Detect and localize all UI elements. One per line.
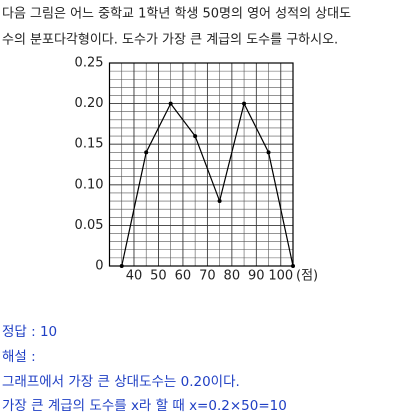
x-tick-label: 40 [126, 269, 143, 284]
data-point [266, 150, 271, 155]
y-tick-label: 0.15 [75, 137, 104, 152]
plot-frame [108, 62, 294, 267]
y-tick-label: 0 [95, 259, 103, 274]
x-tick-label: 80 [224, 269, 241, 284]
x-tick-label: 100 [268, 269, 293, 284]
answer-result: 정답 : 10 [2, 324, 57, 340]
y-tick-label: 0.20 [75, 96, 104, 111]
question-line: 다음 그림은 어느 중학교 1학년 학생 50명의 영어 성적의 상대도 [2, 7, 351, 22]
y-tick-label: 0.05 [75, 218, 104, 233]
chart: 0 0.05 0.10 0.15 0.20 0.25 40 50 60 70 80 90 100 (점) [75, 56, 319, 284]
x-tick-label: 90 [248, 269, 265, 284]
data-point [217, 199, 222, 204]
data-point [242, 101, 247, 106]
x-tick-label: 60 [175, 269, 192, 284]
data-point [168, 101, 173, 106]
x-tick-label: 70 [199, 269, 216, 284]
y-tick-label: 0.10 [75, 177, 104, 192]
answer-line: 가장 큰 계급의 도수를 x라 할 때 x=0.2×50=10 [2, 398, 287, 414]
question-line: 수의 분포다각형이다. 도수가 가장 큰 계급의 도수를 구하시오. [2, 33, 338, 48]
data-point [144, 150, 149, 155]
y-tick-label: 0.25 [75, 56, 104, 71]
data-point [193, 134, 198, 139]
data-point [119, 264, 124, 268]
x-tick-label: 50 [150, 269, 167, 284]
answer-line: 그래프에서 가장 큰 상대도수는 0.20이다. [2, 374, 240, 390]
data-line [121, 101, 294, 267]
x-axis-label: (점) [296, 269, 318, 284]
answer-heading: 해설 : [2, 349, 36, 365]
data-point [291, 264, 295, 268]
